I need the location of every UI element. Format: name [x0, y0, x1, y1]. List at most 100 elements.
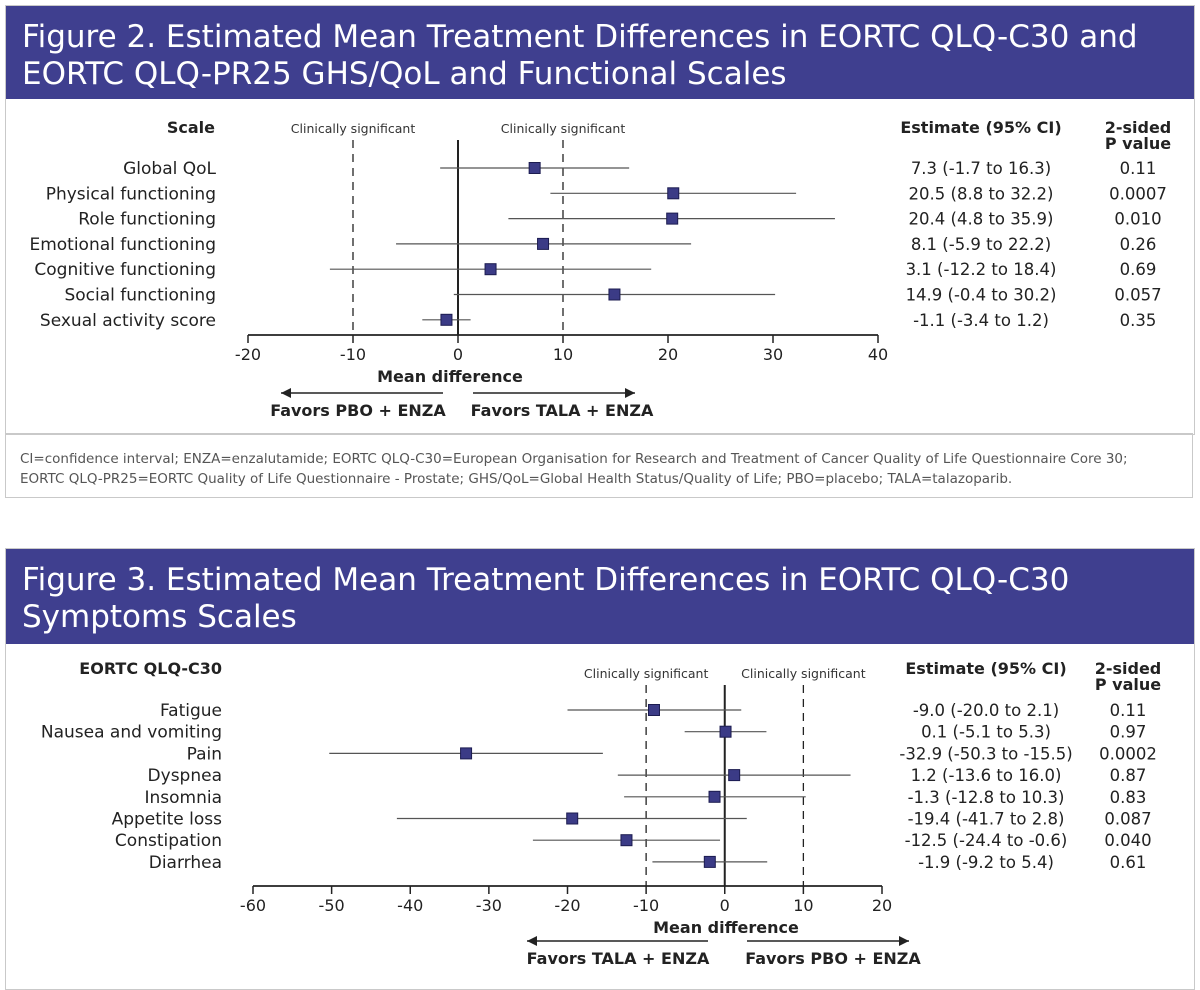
fig2-p-value: 0.26	[1120, 235, 1157, 254]
fig2-estimate-marker	[667, 187, 680, 200]
fig2-p-value: 0.0007	[1109, 184, 1167, 203]
fig2-p-value: 0.010	[1114, 210, 1161, 229]
fig2-x-tick-label: 40	[868, 345, 888, 364]
figure2-title-line1: Figure 2. Estimated Mean Treatment Diffe…	[22, 19, 1138, 55]
fig3-estimate-header: Estimate (95% CI)	[905, 659, 1066, 678]
fig3-row-label: Insomnia	[144, 788, 222, 808]
fig2-estimate-text: 3.1 (-12.2 to 18.4)	[906, 260, 1057, 279]
fig2-estimate-text: 20.4 (4.8 to 35.9)	[909, 210, 1054, 229]
fig3-left-arrow-label: Favors TALA + ENZA	[527, 949, 710, 968]
fig3-estimate-marker	[708, 790, 721, 803]
fig2-p-header-line2: P value	[1105, 134, 1171, 153]
fig3-row-label: Dyspnea	[148, 766, 222, 786]
figure2-footnote: CI=confidence interval; ENZA=enzalutamid…	[5, 433, 1193, 498]
fig3-x-tick-label: -40	[397, 896, 423, 915]
fig3-p-value: 0.87	[1110, 766, 1147, 785]
fig3-p-value: 0.97	[1110, 723, 1147, 742]
fig3-x-tick-label: 10	[793, 896, 813, 915]
fig3-estimate-marker	[566, 812, 579, 825]
fig2-estimate-marker	[484, 263, 497, 276]
figure2-panel: Figure 2. Estimated Mean Treatment Diffe…	[5, 5, 1195, 435]
fig2-x-axis-label: Mean difference	[377, 367, 523, 386]
fig3-estimate-marker	[719, 725, 732, 738]
fig3-p-value: 0.61	[1110, 853, 1147, 872]
fig2-x-tick-label: -10	[340, 345, 366, 364]
fig3-x-tick-label: -20	[554, 896, 580, 915]
fig2-reference-label: Clinically significant	[291, 121, 416, 136]
fig3-x-tick-label: 0	[720, 896, 730, 915]
fig2-estimate-text: 8.1 (-5.9 to 22.2)	[911, 235, 1051, 254]
fig3-estimate-text: -1.9 (-9.2 to 5.4)	[918, 853, 1054, 872]
fig2-left-arrow-label: Favors PBO + ENZA	[270, 401, 446, 420]
fig2-x-tick-label: 0	[453, 345, 463, 364]
fig2-right-arrowhead	[625, 388, 635, 398]
fig3-x-tick-label: 20	[872, 896, 892, 915]
fig3-estimate-text: 1.2 (-13.6 to 16.0)	[911, 766, 1062, 785]
fig3-row-label: Diarrhea	[149, 853, 222, 873]
fig3-p-value: 0.11	[1110, 701, 1147, 720]
fig3-estimate-text: -19.4 (-41.7 to 2.8)	[908, 810, 1065, 829]
fig2-row-label: Role functioning	[78, 210, 216, 230]
fig3-estimate-marker	[703, 855, 716, 868]
fig3-estimate-marker	[460, 747, 473, 760]
figure3-title-line2: Symptoms Scales	[22, 599, 297, 635]
footnote-line1: CI=confidence interval; ENZA=enzalutamid…	[20, 451, 1128, 467]
fig2-row-label: Sexual activity score	[40, 311, 216, 331]
fig3-row-label: Appetite loss	[112, 810, 223, 830]
fig2-row-label: Cognitive functioning	[34, 260, 216, 280]
fig2-p-value: 0.69	[1120, 260, 1157, 279]
fig2-estimate-text: 20.5 (8.8 to 32.2)	[909, 184, 1054, 203]
fig2-reference-label: Clinically significant	[501, 121, 626, 136]
fig3-reference-label: Clinically significant	[584, 666, 709, 681]
fig2-row-label: Social functioning	[64, 286, 216, 306]
fig3-p-header-line2: P value	[1095, 675, 1161, 694]
fig2-left-arrowhead	[281, 388, 291, 398]
fig2-x-tick-label: 20	[658, 345, 678, 364]
fig3-estimate-marker	[620, 834, 633, 847]
fig3-estimate-text: 0.1 (-5.1 to 5.3)	[921, 723, 1051, 742]
fig3-row-label: Fatigue	[160, 701, 222, 721]
fig3-row-header: EORTC QLQ-C30	[79, 659, 222, 678]
fig2-estimate-text: -1.1 (-3.4 to 1.2)	[913, 311, 1049, 330]
fig3-x-tick-label: -60	[240, 896, 266, 915]
fig2-estimate-marker	[666, 212, 679, 225]
fig3-reference-label: Clinically significant	[741, 666, 866, 681]
figure2-title: Figure 2. Estimated Mean Treatment Diffe…	[6, 6, 1194, 99]
fig3-p-value: 0.087	[1104, 810, 1151, 829]
fig2-x-tick-label: 30	[763, 345, 783, 364]
fig3-right-arrow-label: Favors PBO + ENZA	[745, 949, 921, 968]
fig3-p-value: 0.040	[1104, 831, 1151, 850]
fig3-x-tick-label: -50	[319, 896, 345, 915]
footnote-line2: EORTC QLQ-PR25=EORTC Quality of Life Que…	[20, 471, 1013, 487]
fig3-estimate-marker	[647, 704, 660, 716]
fig2-estimate-text: 7.3 (-1.7 to 16.3)	[911, 159, 1051, 178]
figure3-title: Figure 3. Estimated Mean Treatment Diffe…	[6, 549, 1194, 644]
figure3-title-line1: Figure 3. Estimated Mean Treatment Diffe…	[22, 562, 1070, 598]
fig2-estimate-marker	[528, 162, 541, 174]
fig2-row-header: Scale	[167, 118, 215, 137]
fig2-p-header-line1: 2-sided	[1105, 118, 1172, 137]
fig3-p-value: 0.0002	[1099, 744, 1157, 763]
fig3-p-header-line1: 2-sided	[1095, 659, 1162, 678]
fig3-p-value: 0.83	[1110, 788, 1147, 807]
fig3-x-tick-label: -30	[476, 896, 502, 915]
fig2-right-arrow-label: Favors TALA + ENZA	[471, 401, 654, 420]
figure3-panel: Figure 3. Estimated Mean Treatment Diffe…	[5, 548, 1195, 990]
fig3-estimate-marker	[728, 769, 741, 782]
fig3-estimate-text: -12.5 (-24.4 to -0.6)	[905, 831, 1068, 850]
fig3-row-label: Nausea and vomiting	[41, 723, 222, 743]
fig2-estimate-marker	[440, 313, 453, 326]
fig3-x-axis-label: Mean difference	[653, 918, 799, 937]
fig3-estimate-text: -32.9 (-50.3 to -15.5)	[899, 744, 1072, 763]
fig3-estimate-text: -9.0 (-20.0 to 2.1)	[913, 701, 1059, 720]
fig2-row-label: Physical functioning	[46, 184, 216, 204]
fig3-row-label: Pain	[187, 744, 222, 764]
fig3-x-tick-label: -10	[633, 896, 659, 915]
fig2-p-value: 0.057	[1114, 286, 1161, 305]
fig2-row-label: Emotional functioning	[29, 235, 216, 255]
fig2-p-value: 0.11	[1120, 159, 1157, 178]
fig2-estimate-header: Estimate (95% CI)	[900, 118, 1061, 137]
fig2-x-tick-label: 10	[553, 345, 573, 364]
